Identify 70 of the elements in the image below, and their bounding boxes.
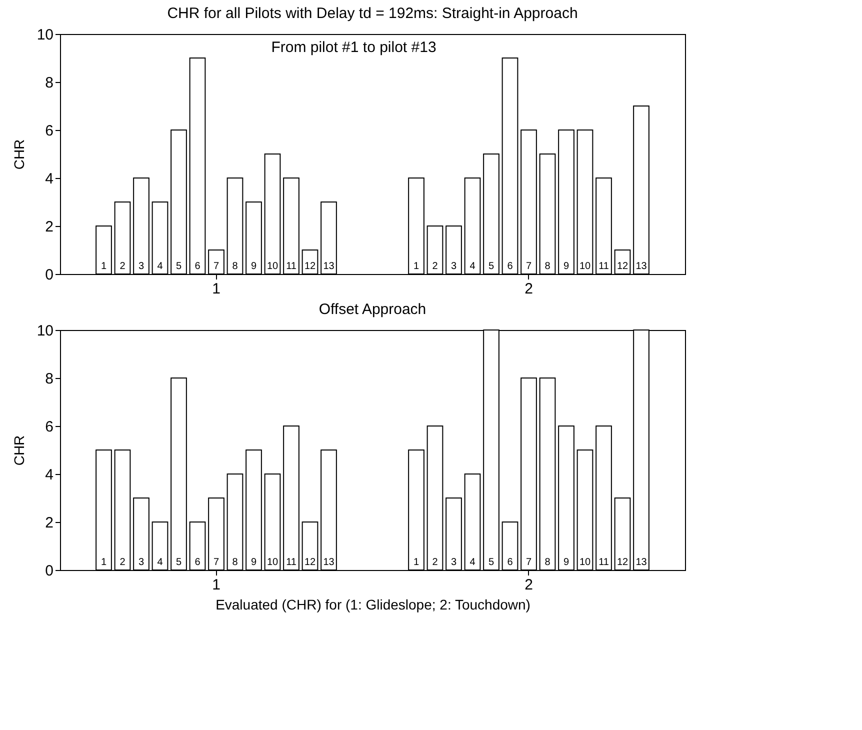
series-label: 8	[232, 261, 238, 272]
y-tick-label: 8	[45, 74, 54, 92]
text: 7	[526, 557, 532, 568]
series-label: 3	[138, 557, 144, 568]
series-label: 7	[213, 557, 220, 568]
series-label: 12	[304, 261, 316, 272]
category-label: 1	[413, 261, 420, 272]
y-tick-label: 2	[45, 218, 54, 236]
text: 4	[470, 557, 476, 568]
text: 10	[579, 557, 591, 568]
text: 3	[450, 557, 457, 568]
text: 11	[598, 557, 609, 568]
text: 13	[636, 557, 647, 568]
series-label: 10	[266, 261, 278, 272]
series-label: 7	[213, 261, 220, 272]
text: 9	[563, 557, 570, 568]
category-label: 2	[432, 557, 438, 568]
text: 12	[616, 557, 628, 568]
series-label: 2	[120, 261, 126, 272]
series-label: 10	[266, 557, 278, 568]
y-tick-label: 10	[36, 26, 54, 44]
series-label: 3	[138, 261, 144, 272]
y-tick-label: 4	[45, 170, 54, 188]
text: 12	[616, 261, 628, 272]
y-axis-title: CHR	[10, 139, 27, 170]
y-tick-label: 0	[45, 266, 54, 284]
series-label: 4	[157, 261, 164, 272]
series-label: 9	[250, 261, 257, 272]
y-tick-label: 4	[45, 466, 54, 484]
text: 3	[450, 261, 457, 272]
y-tick-label: 0	[45, 562, 54, 580]
series-label: 6	[194, 261, 201, 272]
chart-title: Offset Approach	[318, 301, 426, 318]
series-label: 13	[323, 261, 335, 272]
series-label: 12	[304, 557, 316, 568]
series-label: 4	[157, 557, 164, 568]
y-tick-label: 8	[45, 370, 54, 388]
y-tick-label: 6	[45, 122, 54, 140]
text: 5	[488, 261, 494, 272]
text: 7	[526, 261, 532, 272]
series-label: 1	[100, 261, 107, 272]
annotation: From pilot #1 to pilot #13	[271, 39, 436, 56]
text: 10	[579, 261, 591, 272]
text: 4	[470, 261, 476, 272]
series-label: 6	[194, 557, 201, 568]
y-tick-label: 10	[36, 322, 54, 340]
series-label: 11	[286, 261, 297, 272]
series-label: 9	[250, 557, 257, 568]
text: 11	[598, 261, 609, 272]
y-axis-title: CHR	[10, 435, 27, 466]
series-label: 2	[120, 557, 126, 568]
y-tick-label: 6	[45, 418, 54, 436]
series-label: 1	[100, 557, 107, 568]
text: 6	[507, 261, 513, 272]
series-label: 13	[323, 557, 335, 568]
y-tick-label: 2	[45, 514, 54, 532]
text: 8	[544, 261, 550, 272]
x-axis-title: Evaluated (CHR) for (1: Glideslope; 2: Touchdown)	[216, 596, 530, 612]
text: 2	[432, 261, 438, 272]
text: 13	[636, 261, 647, 272]
series-label: 8	[232, 557, 238, 568]
series-label: 5	[176, 557, 182, 568]
category-label: 1	[413, 557, 420, 568]
text: 6	[507, 557, 513, 568]
series-label: 11	[286, 557, 297, 568]
chart-title: CHR for all Pilots with Delay td = 192ms: Straight-in Approach	[167, 5, 578, 22]
text: 5	[488, 557, 494, 568]
series-label: 5	[176, 261, 182, 272]
text: 9	[563, 261, 570, 272]
text: 8	[544, 557, 550, 568]
